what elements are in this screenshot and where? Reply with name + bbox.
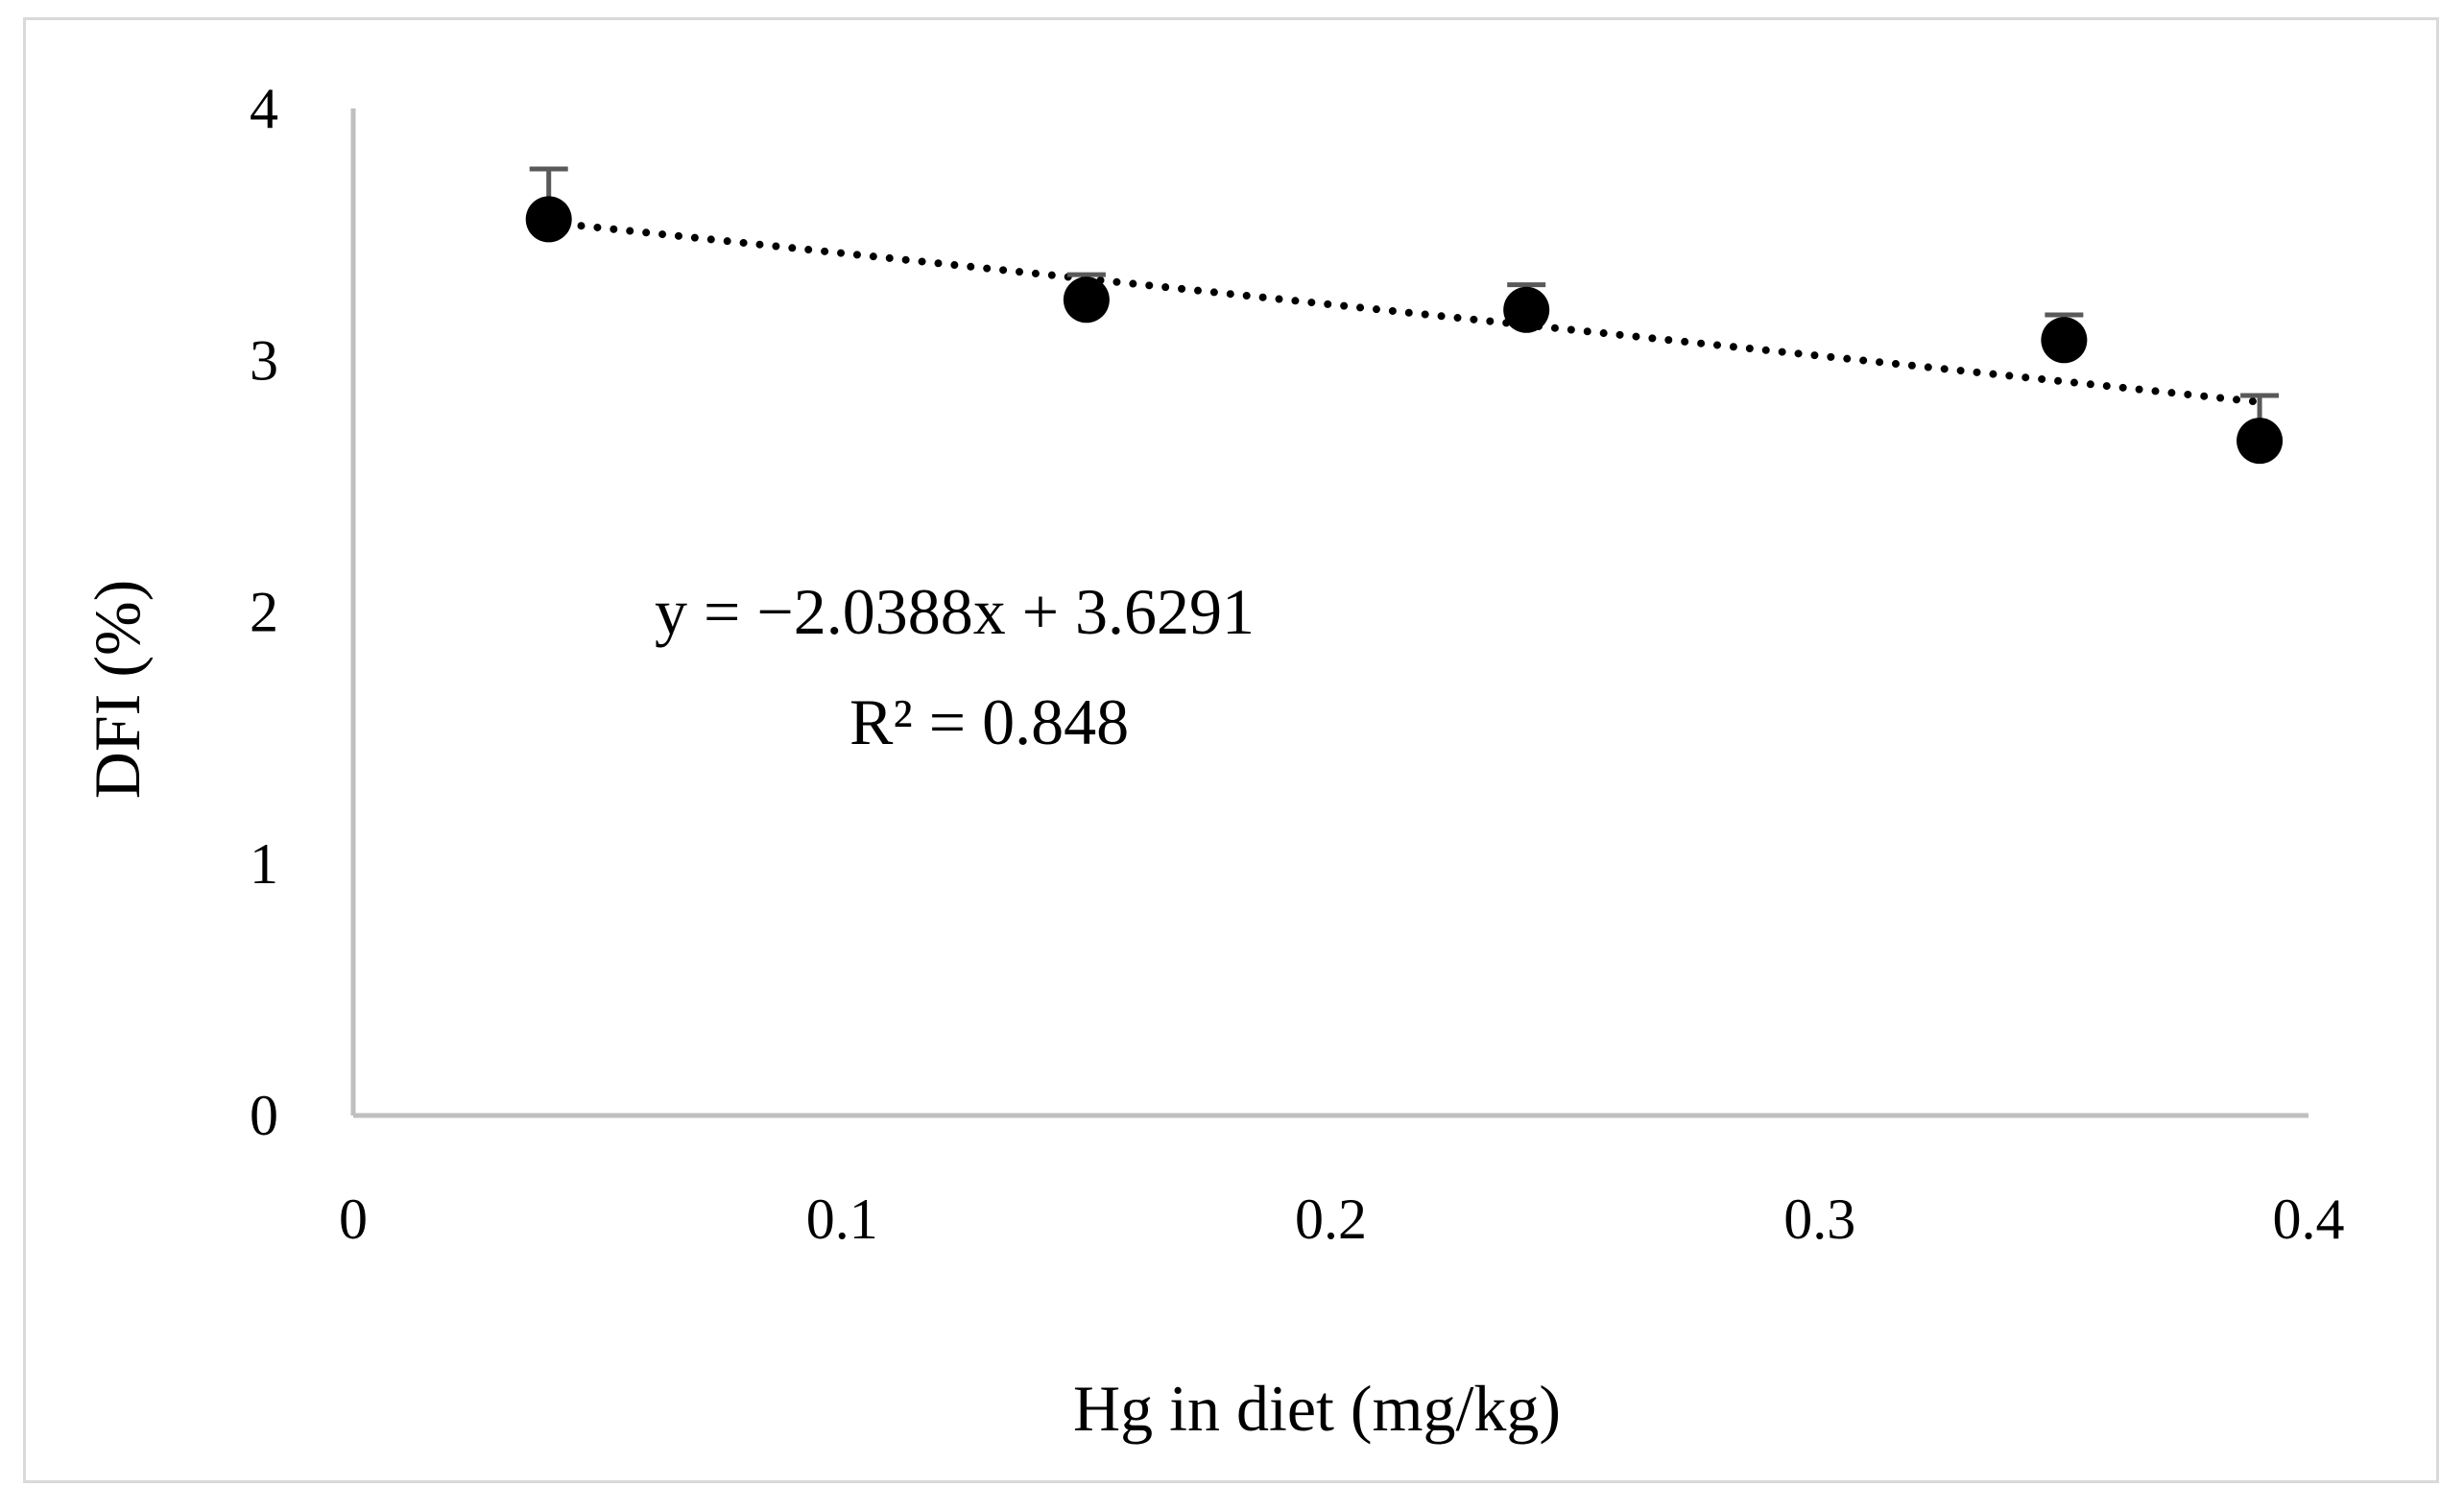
data-points — [525, 196, 2284, 465]
x-tick-labels: 0 0.1 0.2 0.3 0.4 — [339, 1187, 2345, 1251]
y-tick-labels: 0 1 2 3 4 — [250, 77, 278, 1147]
data-point — [2041, 317, 2088, 364]
data-point — [1063, 276, 1110, 324]
data-point — [2237, 418, 2284, 465]
x-tick-label: 0 — [339, 1187, 368, 1251]
y-tick-label: 1 — [250, 832, 278, 896]
y-tick-label: 4 — [250, 77, 278, 140]
x-tick-label: 0.2 — [1295, 1187, 1367, 1251]
trendline-group — [544, 218, 2264, 406]
chart-frame — [23, 17, 2439, 1483]
axes — [350, 108, 2309, 1118]
trendline-equation: y = −2.0388x + 3.6291 — [655, 575, 1255, 648]
y-axis-title: DFI (%) — [81, 580, 154, 800]
x-axis-title: Hg in diet (mg/kg) — [1073, 1372, 1561, 1445]
error-bars — [529, 166, 2280, 442]
data-point — [1503, 286, 1550, 333]
trendline — [544, 218, 2264, 406]
y-tick-label: 2 — [250, 581, 278, 644]
r-squared-label: R² = 0.848 — [849, 685, 1129, 758]
x-tick-label: 0.1 — [806, 1187, 878, 1251]
x-tick-label: 0.3 — [1783, 1187, 1855, 1251]
x-tick-label: 0.4 — [2273, 1187, 2345, 1251]
y-tick-label: 0 — [250, 1084, 278, 1147]
data-point — [525, 196, 572, 243]
y-tick-label: 3 — [250, 328, 278, 392]
